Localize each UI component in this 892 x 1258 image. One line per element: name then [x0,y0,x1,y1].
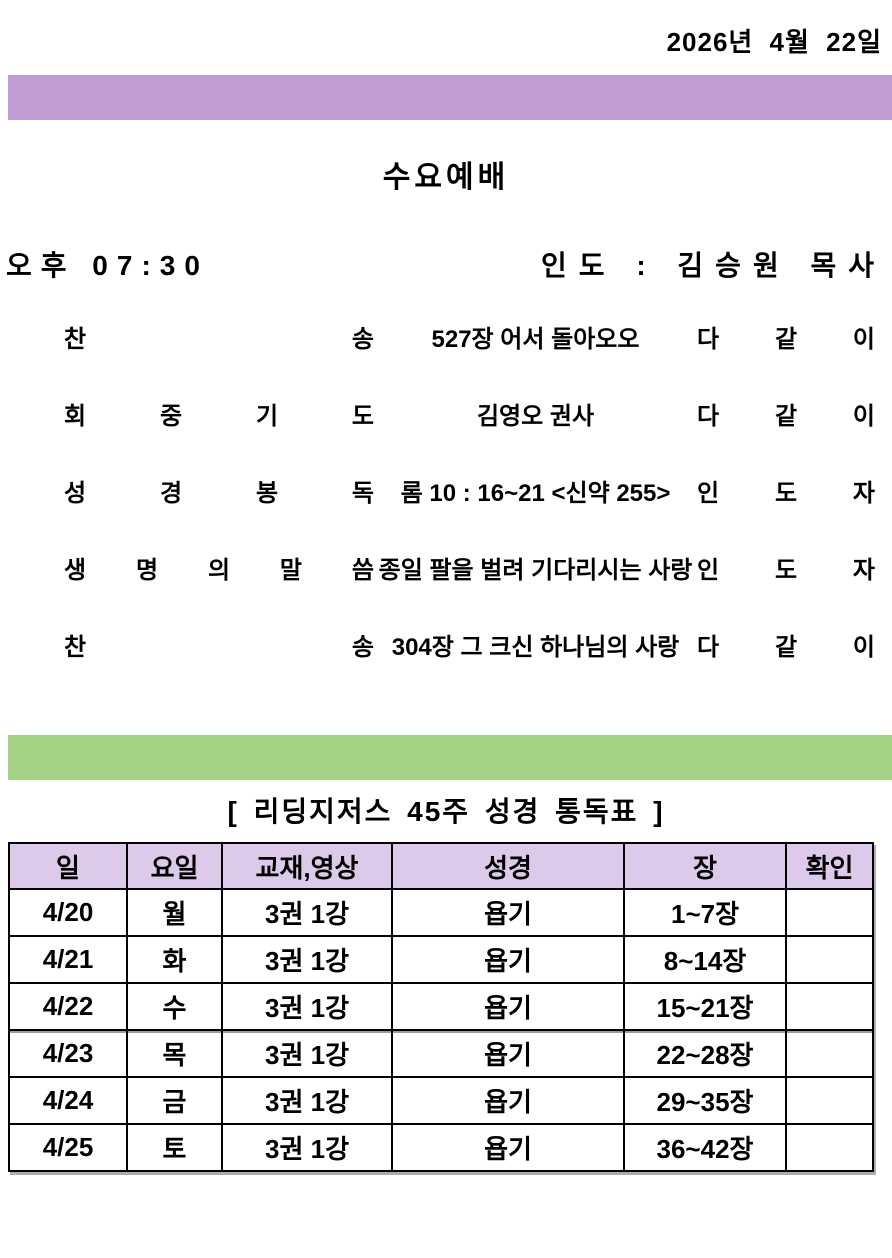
cell-bible: 욥기 [391,1076,625,1125]
cell-date: 4/24 [8,1076,128,1125]
worship-item: 찬 송 527장 어서 돌아오오 다 같 이 [0,298,892,375]
table-row: 4/23 목 3권 1강 욥기 22~28장 [8,1029,874,1078]
cell-chapter: 36~42장 [623,1123,787,1172]
worship-item-content: 종일 팔을 벌려 기다리시는 사랑 [378,557,693,584]
table-row: 4/24 금 3권 1강 욥기 29~35장 [8,1076,874,1125]
col-header-chapter: 장 [623,842,787,890]
cell-date: 4/23 [8,1029,128,1078]
cell-bible: 욥기 [391,1029,625,1078]
cell-bible: 욥기 [391,888,625,937]
worship-item: 생 명 의 말 씀 종일 팔을 벌려 기다리시는 사랑 인 도 자 [0,529,892,606]
worship-item-who: 다 같 이 [697,634,875,661]
reading-plan-table-body: 4/20 월 3권 1강 욥기 1~7장 4/21 화 3권 1강 욥기 8~1… [8,888,874,1172]
cell-day: 화 [126,935,223,984]
cell-chapter: 15~21장 [623,982,787,1031]
cell-check [785,1076,874,1125]
cell-date: 4/21 [8,935,128,984]
cell-date: 4/20 [8,888,128,937]
worship-item-label: 회 중 기 도 [64,403,374,430]
cell-bible: 욥기 [391,935,625,984]
cell-date: 4/25 [8,1123,128,1172]
cell-material: 3권 1강 [221,935,393,984]
worship-item-label: 찬 송 [64,634,374,661]
cell-chapter: 8~14장 [623,935,787,984]
cell-material: 3권 1강 [221,982,393,1031]
cell-day: 금 [126,1076,223,1125]
table-row: 4/22 수 3권 1강 욥기 15~21장 [8,982,874,1031]
cell-chapter: 29~35장 [623,1076,787,1125]
worship-item-label: 성 경 봉 독 [64,480,374,507]
cell-day: 월 [126,888,223,937]
cell-check [785,982,874,1031]
service-info-row: 오후 07:30 인도 : 김승원 목사 [0,244,892,284]
cell-day: 수 [126,982,223,1031]
worship-item-label: 생 명 의 말 씀 [64,557,374,584]
service-title: 수요예배 [382,161,510,194]
cell-check [785,1123,874,1172]
reading-plan-title: [ 리딩지저스 45주 성경 통독표 ] [227,796,665,827]
service-leader: 인도 : 김승원 목사 [541,250,886,281]
purple-divider-bar [8,75,892,120]
worship-item-content: 527장 어서 돌아오오 [431,326,640,353]
cell-chapter: 22~28장 [623,1029,787,1078]
cell-check [785,935,874,984]
worship-item: 성 경 봉 독 롬 10 : 16~21 <신약 255> 인 도 자 [0,452,892,529]
worship-item: 찬 송 304장 그 크신 하나님의 사랑 다 같 이 [0,606,892,683]
table-row: 4/25 토 3권 1강 욥기 36~42장 [8,1123,874,1172]
bulletin-date: 2026년 4월 22일 [666,27,882,57]
cell-bible: 욥기 [391,1123,625,1172]
worship-item-content: 롬 10 : 16~21 <신약 255> [400,480,671,507]
cell-day: 토 [126,1123,223,1172]
worship-item: 회 중 기 도 김영오 권사 다 같 이 [0,375,892,452]
table-row: 4/21 화 3권 1강 욥기 8~14장 [8,935,874,984]
cell-material: 3권 1강 [221,1029,393,1078]
worship-order-list: 찬 송 527장 어서 돌아오오 다 같 이 회 중 기 도 김영오 권사 다 … [0,298,892,683]
worship-item-content: 김영오 권사 [476,403,595,430]
worship-item-who: 다 같 이 [697,326,875,353]
worship-item-who: 인 도 자 [697,557,875,584]
cell-chapter: 1~7장 [623,888,787,937]
cell-material: 3권 1강 [221,1123,393,1172]
reading-plan-table: 일 요일 교재,영상 성경 장 확인 4/20 월 3권 1강 욥기 1~7장 … [8,842,874,1172]
reading-plan-table-header: 일 요일 교재,영상 성경 장 확인 [8,842,874,890]
col-header-check: 확인 [785,842,874,890]
cell-bible: 욥기 [391,982,625,1031]
worship-item-who: 다 같 이 [697,403,875,430]
cell-date: 4/22 [8,982,128,1031]
cell-material: 3권 1강 [221,1076,393,1125]
worship-item-content: 304장 그 크신 하나님의 사랑 [391,634,680,661]
worship-item-who: 인 도 자 [697,480,875,507]
col-header-material: 교재,영상 [221,842,393,890]
cell-check [785,1029,874,1078]
col-header-day: 요일 [126,842,223,890]
service-time: 오후 07:30 [6,250,209,281]
table-header-row: 일 요일 교재,영상 성경 장 확인 [8,842,874,890]
cell-material: 3권 1강 [221,888,393,937]
worship-item-label: 찬 송 [64,326,374,353]
cell-day: 목 [126,1029,223,1078]
cell-check [785,888,874,937]
col-header-date: 일 [8,842,128,890]
table-row: 4/20 월 3권 1강 욥기 1~7장 [8,888,874,937]
green-divider-bar [8,735,892,780]
col-header-bible: 성경 [391,842,625,890]
